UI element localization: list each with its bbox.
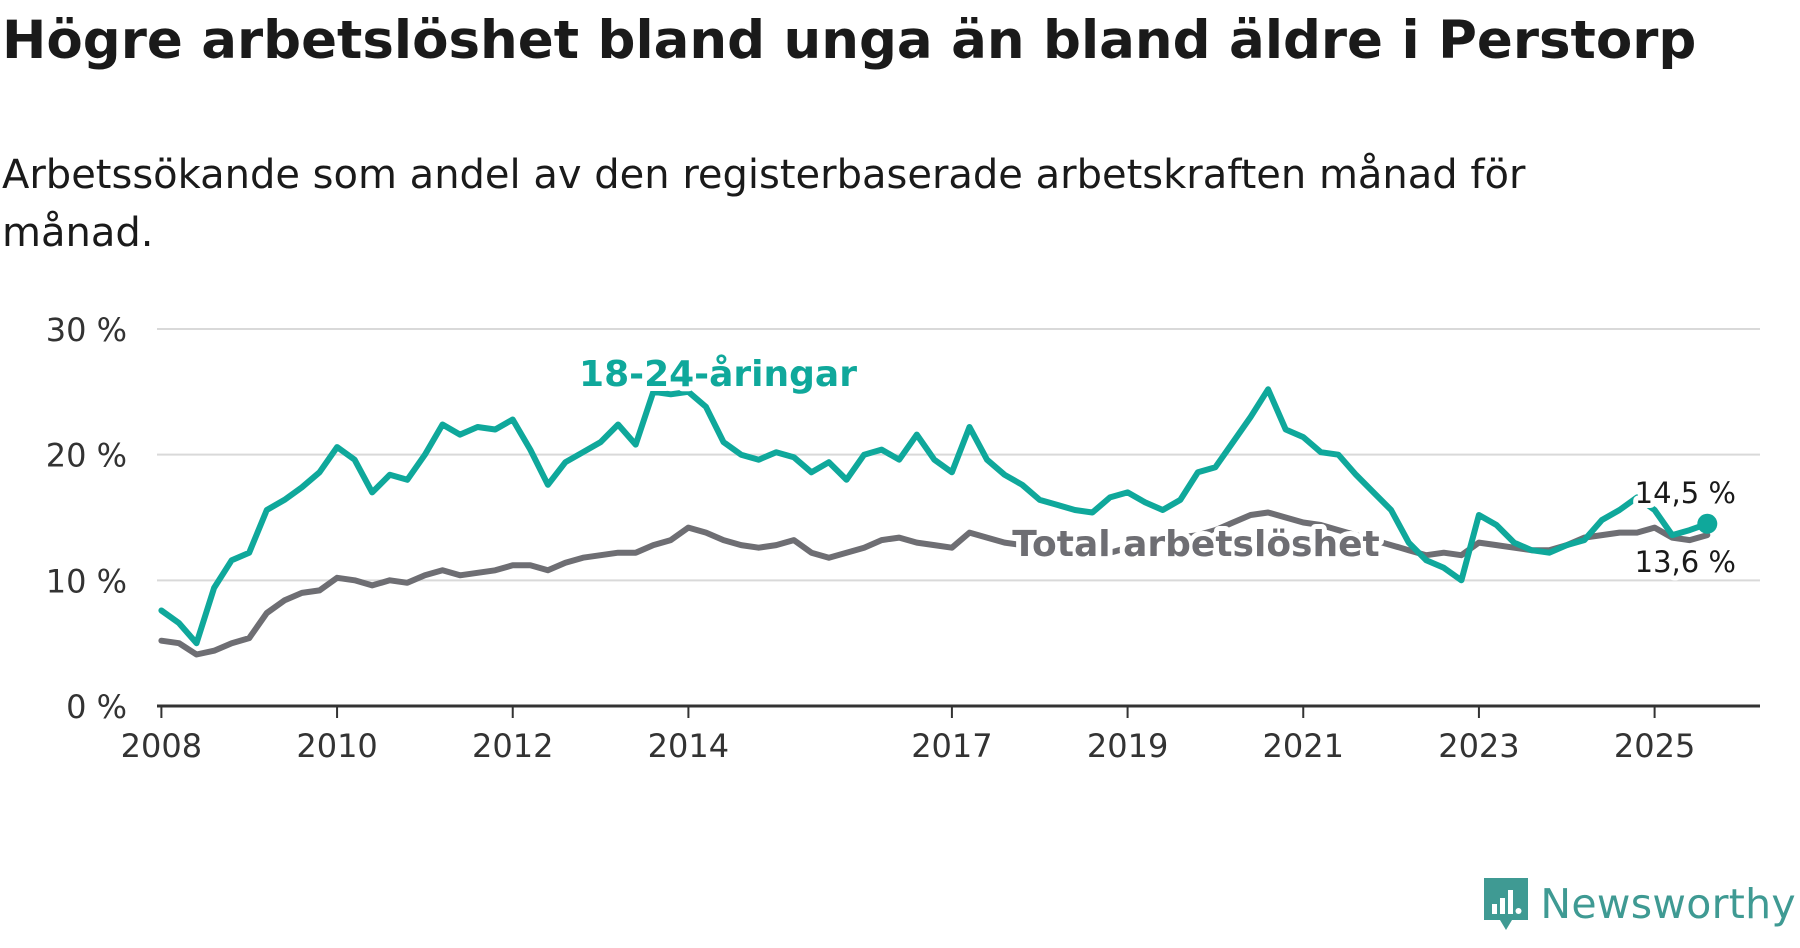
series-line-total — [158, 509, 1711, 658]
x-tick-label: 2012 — [472, 727, 553, 765]
x-tick-label: 2014 — [648, 727, 729, 765]
x-tick-label: 2021 — [1263, 727, 1344, 765]
youth-end-marker — [1697, 513, 1718, 534]
page-title: Högre arbetslöshet bland unga än bland ä… — [2, 10, 1697, 71]
x-tick-label: 2023 — [1438, 727, 1519, 765]
newsworthy-logo-icon — [1484, 878, 1529, 930]
x-tick-label: 2010 — [296, 727, 377, 765]
x-tick-label: 2017 — [911, 727, 992, 765]
y-tick-label: 10 % — [46, 562, 127, 600]
y-tick-label: 0 % — [66, 688, 127, 726]
total-end-label: 13,6 % — [1635, 545, 1736, 579]
brand-logo: Newsworthy — [1482, 874, 1796, 934]
youth-series-label-halo: 18-24-åringar — [579, 354, 857, 395]
brand-name: Newsworthy — [1540, 880, 1796, 928]
youth-series-label: 18-24-åringar — [579, 354, 857, 395]
y-axis: 0 % 10 % 20 % 30 % — [46, 311, 127, 726]
x-axis: 2008 2010 2012 2014 2017 2019 2021 2023 2025 — [121, 704, 1760, 765]
x-tick-label: 2019 — [1087, 727, 1168, 765]
x-tick-label: 2008 — [121, 727, 202, 765]
series-line-youth — [158, 386, 1711, 647]
youth-end-label-halo: 14,5 % — [1635, 476, 1736, 510]
y-tick-label: 20 % — [46, 437, 127, 475]
y-tick-label: 30 % — [46, 311, 127, 349]
total-series-label: Total arbetslöshet — [1012, 524, 1380, 565]
total-series-label-halo: Total arbetslöshet — [1012, 524, 1380, 565]
x-tick-label: 2025 — [1614, 727, 1695, 765]
total-end-label-halo: 13,6 % — [1635, 545, 1736, 579]
series-lines — [158, 386, 1718, 658]
youth-end-label: 14,5 % — [1635, 476, 1736, 510]
page-subtitle: Arbetssökande som andel av den registerb… — [2, 152, 1526, 256]
